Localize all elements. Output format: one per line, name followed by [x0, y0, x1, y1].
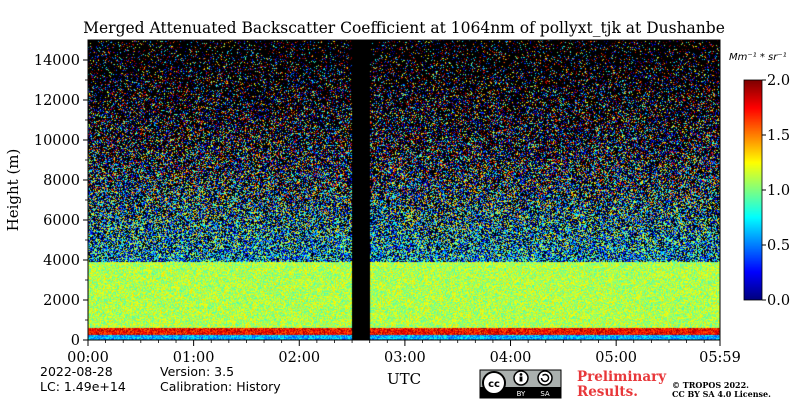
by-text: BY [517, 390, 526, 398]
sa-text: SA [540, 390, 550, 398]
colorbar-tick-label: 0.5 [767, 238, 790, 254]
colorbar-tick-label: 0.0 [767, 293, 790, 309]
cc-license-logo: cc BY SA [479, 369, 562, 399]
y-tick-label: 6000 [43, 213, 80, 229]
x-tick-label: 00:00 [67, 350, 109, 366]
colorbar-ticks: 0.0 0.5 1.0 1.5 2.0 [762, 73, 790, 309]
x-tick-label: 05:59 [699, 350, 741, 366]
lc-label: LC: 1.49e+14 [40, 379, 126, 394]
license-line: CC BY SA 4.0 License. [672, 389, 771, 399]
y-tick-label: 2000 [43, 293, 80, 309]
colorbar-unit: Mm⁻¹ * sr⁻¹ [729, 52, 787, 63]
footer: 2022-08-28 LC: 1.49e+14 Version: 3.5 Cal… [40, 364, 771, 400]
colorbar-gradient [744, 80, 762, 300]
y-axis: 0 2000 4000 6000 8000 10000 12000 14000 [34, 53, 88, 349]
chart-title: Merged Attenuated Backscatter Coefficien… [83, 19, 725, 37]
x-tick-label: 05:00 [595, 350, 637, 366]
y-tick-label: 0 [71, 333, 80, 349]
calibration-label: Calibration: History [160, 379, 281, 394]
heatmap-image [88, 40, 720, 340]
x-tick-label: 02:00 [278, 350, 320, 366]
colorbar-tick-label: 1.5 [767, 128, 790, 144]
preliminary-label: Preliminary [577, 369, 667, 385]
y-tick-label: 12000 [34, 93, 80, 109]
colorbar: Mm⁻¹ * sr⁻¹ 0.0 0.5 1.0 1.5 2.0 [729, 52, 790, 309]
y-axis-label: Height (m) [4, 149, 22, 232]
y-tick-label: 8000 [43, 173, 80, 189]
plot-frame [87, 39, 721, 341]
plot-area [87, 39, 721, 341]
x-tick-label: 04:00 [490, 350, 532, 366]
y-tick-label: 10000 [34, 133, 80, 149]
copyright-line: © TROPOS 2022. [672, 380, 749, 390]
x-tick-label: 03:00 [384, 350, 426, 366]
sa-icon [537, 370, 553, 386]
cc-icon-text: cc [488, 379, 500, 390]
x-axis-label: UTC [387, 370, 421, 388]
colorbar-tick-label: 1.0 [767, 183, 790, 199]
colorbar-tick-label: 2.0 [767, 73, 790, 89]
y-tick-label: 14000 [34, 53, 80, 69]
x-axis: 00:00 01:00 02:00 03:00 04:00 05:00 05:59 [67, 340, 741, 366]
version-label: Version: 3.5 [160, 364, 234, 379]
y-tick-label: 4000 [43, 253, 80, 269]
cc-icon [482, 371, 506, 395]
results-label: Results. [577, 384, 638, 400]
date-label: 2022-08-28 [40, 364, 113, 379]
x-tick-label: 01:00 [173, 350, 215, 366]
